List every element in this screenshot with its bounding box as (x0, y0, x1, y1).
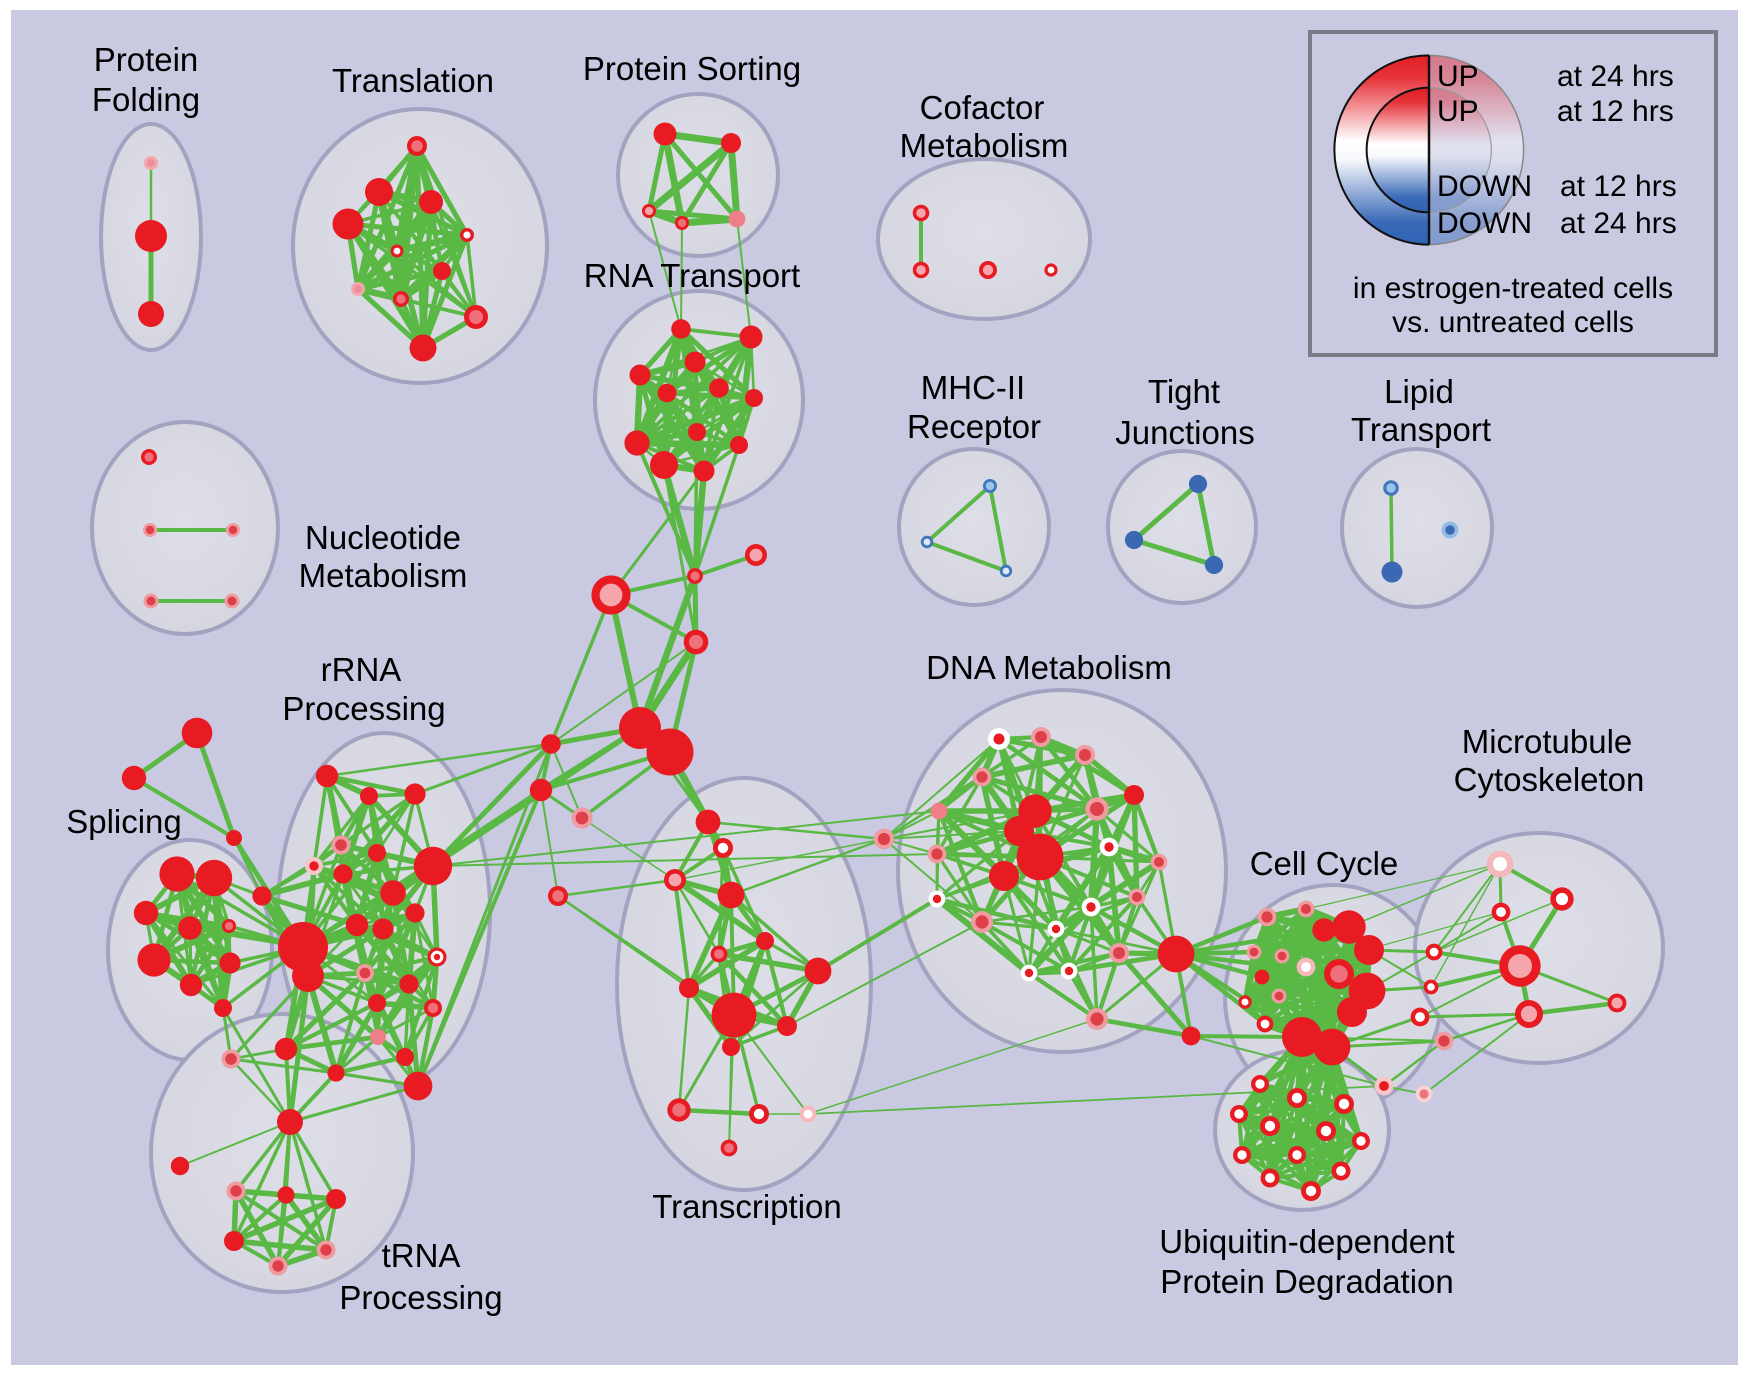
svg-text:Splicing: Splicing (66, 803, 182, 840)
svg-text:DOWN: DOWN (1437, 170, 1532, 203)
svg-text:UP: UP (1437, 95, 1479, 128)
svg-text:DNA Metabolism: DNA Metabolism (926, 649, 1172, 686)
svg-text:Nucleotide: Nucleotide (305, 519, 461, 556)
svg-text:at 24 hrs: at 24 hrs (1557, 60, 1674, 93)
svg-text:vs. untreated cells: vs. untreated cells (1392, 306, 1634, 339)
svg-text:at 12 hrs: at 12 hrs (1560, 170, 1677, 203)
svg-text:at 12 hrs: at 12 hrs (1557, 95, 1674, 128)
svg-text:Tight: Tight (1148, 373, 1220, 410)
svg-text:Lipid: Lipid (1384, 373, 1454, 410)
svg-text:at 24 hrs: at 24 hrs (1560, 207, 1677, 240)
svg-text:Cytoskeleton: Cytoskeleton (1454, 761, 1645, 798)
svg-text:Transport: Transport (1351, 411, 1491, 448)
svg-text:Metabolism: Metabolism (299, 557, 468, 594)
svg-text:DOWN: DOWN (1437, 207, 1532, 240)
svg-text:tRNA: tRNA (382, 1237, 461, 1274)
svg-text:Folding: Folding (92, 81, 200, 118)
svg-text:Receptor: Receptor (907, 408, 1041, 445)
svg-text:Microtubule: Microtubule (1462, 723, 1633, 760)
svg-text:Translation: Translation (332, 62, 494, 99)
svg-text:Protein Degradation: Protein Degradation (1160, 1263, 1454, 1300)
svg-text:in estrogen-treated cells: in estrogen-treated cells (1353, 272, 1673, 305)
svg-text:Processing: Processing (339, 1279, 502, 1316)
svg-text:Cell Cycle: Cell Cycle (1250, 845, 1399, 882)
svg-text:Transcription: Transcription (652, 1188, 842, 1225)
svg-text:Junctions: Junctions (1115, 414, 1254, 451)
svg-text:Processing: Processing (282, 690, 445, 727)
svg-text:Metabolism: Metabolism (900, 127, 1069, 164)
svg-text:Protein: Protein (94, 41, 199, 78)
svg-text:UP: UP (1437, 60, 1479, 93)
svg-text:Protein Sorting: Protein Sorting (583, 50, 801, 87)
svg-text:Ubiquitin-dependent: Ubiquitin-dependent (1159, 1223, 1454, 1260)
svg-text:rRNA: rRNA (321, 651, 402, 688)
svg-text:MHC-II: MHC-II (921, 369, 1025, 406)
svg-text:RNA Transport: RNA Transport (584, 257, 800, 294)
svg-text:Cofactor: Cofactor (920, 89, 1045, 126)
